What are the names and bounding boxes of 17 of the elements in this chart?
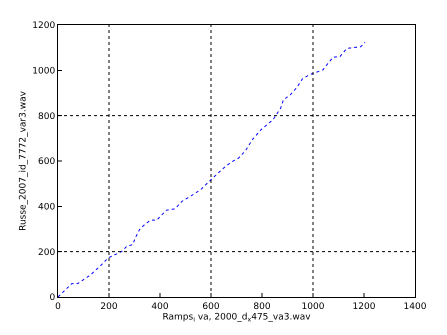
x-tick-label: 400 xyxy=(151,302,169,312)
y-tick-label: 1200 xyxy=(32,21,56,32)
y-tick-label: 0 xyxy=(49,293,56,304)
y-tick-label: 1000 xyxy=(32,66,56,76)
x-axis-title: Ramps$_{i}$ va, 2000_d$_{x}$475_va3.wav xyxy=(162,312,312,324)
y-tick-label: 800 xyxy=(38,112,56,122)
x-tick-label: 200 xyxy=(100,302,118,312)
x-tick-label: 600 xyxy=(202,302,220,312)
x-tick-label: 1200 xyxy=(352,302,376,312)
x-tick-label: 1400 xyxy=(404,302,427,312)
x-tick-label: 800 xyxy=(253,302,271,312)
y-tick-label: 600 xyxy=(38,157,56,168)
x-tick-label: 1000 xyxy=(302,302,325,312)
line-series xyxy=(58,42,366,297)
y-tick-label: 400 xyxy=(38,202,56,212)
y-tick-label: 200 xyxy=(38,248,56,258)
y-axis-title: Russe_2007_id_7772_var3.wav xyxy=(18,90,29,231)
